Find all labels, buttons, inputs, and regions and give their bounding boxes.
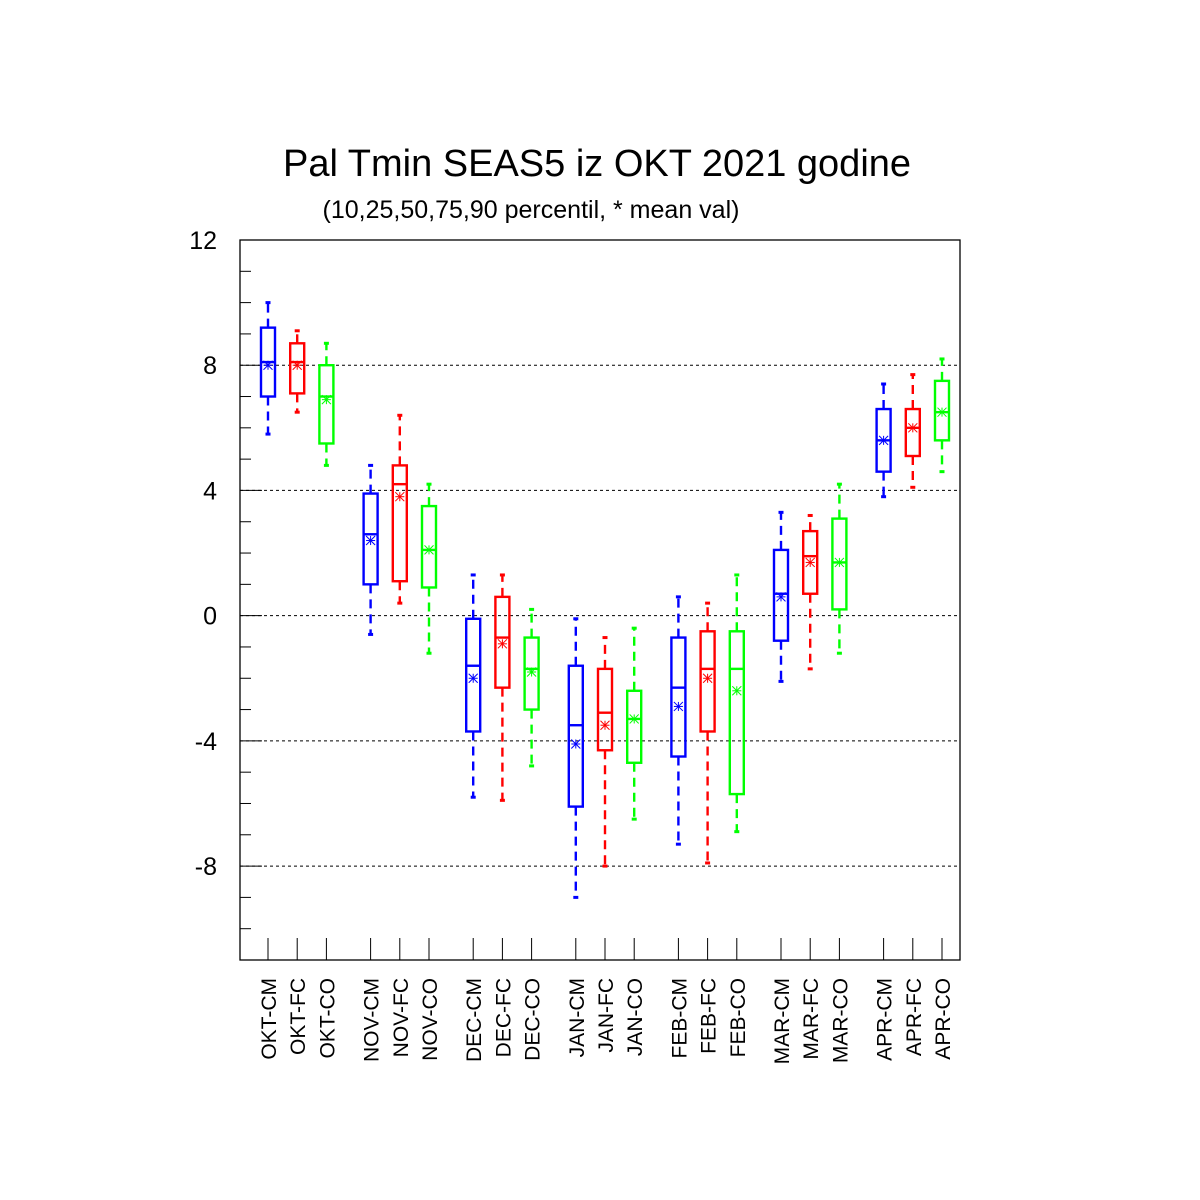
box-okt-fc (289, 329, 306, 414)
mean-marker (263, 360, 273, 371)
x-tick-label: APR-FC (903, 978, 926, 1056)
mean-marker (365, 535, 376, 546)
x-tick-label: OKT-CM (258, 978, 281, 1060)
mean-marker (805, 557, 816, 568)
chart-title: Pal Tmin SEAS5 iz OKT 2021 godine (283, 143, 911, 185)
plot-frame (239, 239, 961, 961)
mean-marker (321, 394, 332, 405)
box-jan-fc (596, 636, 614, 868)
box-okt-cm (259, 301, 277, 436)
y-tick-label: 4 (203, 477, 217, 505)
x-tick-label: OKT-FC (287, 978, 310, 1055)
iqr-box (772, 548, 790, 642)
mean-marker (600, 720, 610, 731)
box-dec-fc (494, 573, 511, 802)
box-dec-co (523, 607, 540, 768)
x-tick-label: MAR-CM (771, 978, 794, 1064)
mean-marker (878, 435, 889, 446)
axes (239, 239, 961, 961)
iqr-box (318, 364, 335, 445)
mean-marker (907, 422, 918, 433)
x-tick-label: NOV-CM (361, 978, 384, 1062)
iqr-box (699, 630, 716, 733)
x-tick-label: FEB-CO (727, 978, 750, 1057)
mean-marker (424, 545, 434, 555)
x-tick-label: JAN-FC (595, 978, 618, 1053)
mean-marker (292, 360, 303, 371)
box-apr-co (933, 357, 951, 474)
grid-lines (240, 239, 960, 867)
box-feb-co (728, 573, 745, 834)
iqr-box (670, 636, 687, 758)
box-apr-fc (904, 373, 921, 489)
boxes (259, 301, 951, 899)
iqr-box (465, 617, 482, 733)
iqr-box (802, 529, 819, 595)
box-feb-cm (670, 595, 687, 846)
box-jan-co (626, 626, 643, 821)
iqr-box (596, 667, 614, 752)
y-tick-label: -8 (195, 853, 217, 881)
x-tick-label: JAN-CM (566, 978, 589, 1057)
mean-marker (570, 739, 581, 749)
box-jan-cm (567, 617, 584, 899)
x-tick-label: FEB-CM (668, 978, 691, 1059)
box-mar-fc (802, 513, 819, 671)
y-tick-label: 0 (203, 603, 217, 631)
x-tick-label: APR-CO (932, 978, 955, 1060)
box-apr-cm (875, 382, 892, 499)
mean-marker (497, 638, 508, 649)
mean-marker (776, 592, 786, 602)
mean-marker (731, 685, 742, 696)
mean-marker (468, 673, 479, 684)
y-tick-label: -4 (195, 728, 217, 756)
mean-marker (937, 407, 947, 418)
x-tick-label: OKT-CO (316, 978, 339, 1059)
x-tick-label: NOV-FC (390, 978, 413, 1057)
x-tick-label: FEB-FC (698, 978, 721, 1054)
box-nov-fc (391, 413, 408, 605)
iqr-box (933, 379, 951, 442)
box-nov-cm (362, 463, 379, 636)
mean-marker (526, 667, 537, 677)
x-tick-label: DEC-CO (522, 978, 545, 1061)
y-tick-label: 8 (203, 352, 217, 380)
chart-subtitle: (10,25,50,75,90 percentil, * mean val) (323, 196, 740, 224)
mean-marker (394, 491, 405, 502)
iqr-box (904, 407, 921, 458)
x-tick-label: DEC-FC (492, 978, 515, 1057)
box-nov-co (420, 482, 438, 655)
x-tick-label: DEC-CM (463, 978, 486, 1062)
x-tick-label: MAR-CO (829, 978, 852, 1063)
mean-marker (834, 557, 845, 568)
tick-labels: 12 8 4 0 -4 -8 OKT-CM OKT-FC OKT-CO NOV-CM NOV-FC N… (189, 227, 955, 1064)
iqr-box (831, 517, 848, 611)
x-tick-label: APR-CM (874, 978, 897, 1061)
iqr-box (420, 504, 438, 589)
box-feb-fc (699, 601, 716, 865)
iqr-box (567, 664, 584, 808)
box-mar-cm (772, 510, 790, 683)
iqr-box (494, 595, 511, 689)
x-tick-label: NOV-CO (419, 978, 442, 1061)
iqr-box (391, 464, 408, 583)
iqr-box (626, 689, 643, 764)
x-tick-label: JAN-CO (624, 978, 647, 1056)
box-okt-co (318, 341, 335, 467)
mean-marker (702, 673, 713, 684)
mean-marker (629, 714, 640, 724)
mean-marker (673, 701, 684, 712)
x-tick-label: MAR-FC (800, 978, 823, 1060)
iqr-box (523, 636, 540, 711)
iqr-box (728, 630, 745, 796)
box-dec-cm (465, 573, 482, 799)
iqr-box (362, 492, 379, 586)
y-tick-label: 12 (189, 227, 217, 255)
iqr-box (289, 342, 306, 395)
box-mar-co (831, 482, 848, 655)
